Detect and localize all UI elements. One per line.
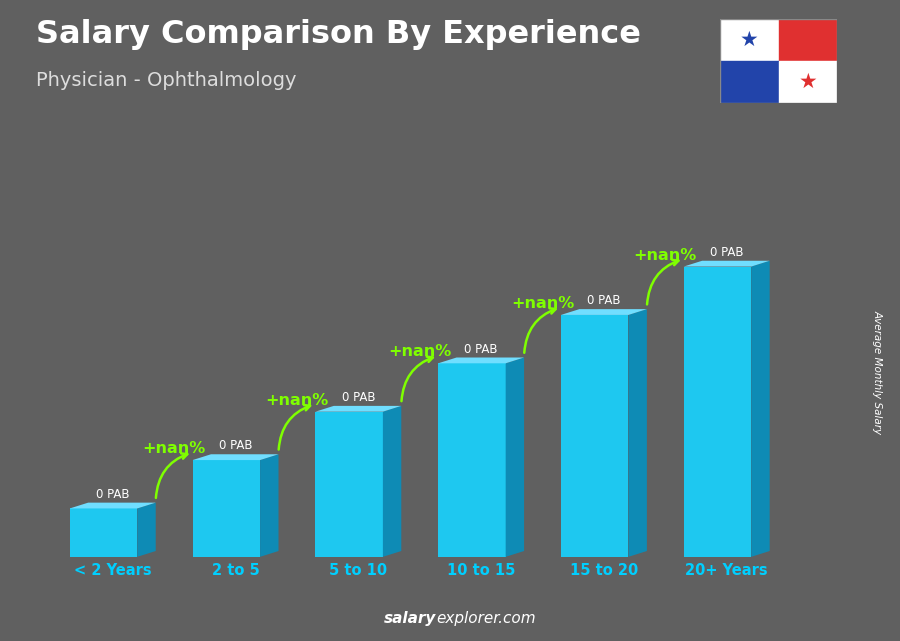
Text: +nan%: +nan% [142,441,206,456]
Text: 0 PAB: 0 PAB [710,246,743,259]
Polygon shape [561,315,628,557]
Polygon shape [561,309,647,315]
Polygon shape [438,363,506,557]
Polygon shape [260,454,278,557]
Text: +nan%: +nan% [266,393,328,408]
Polygon shape [382,406,401,557]
Polygon shape [138,503,156,557]
Text: 0 PAB: 0 PAB [96,488,130,501]
Polygon shape [684,267,752,557]
Text: Salary Comparison By Experience: Salary Comparison By Experience [36,19,641,50]
Text: explorer.com: explorer.com [436,611,536,626]
Polygon shape [506,358,524,557]
Text: ★: ★ [740,30,759,50]
Text: 10 to 15: 10 to 15 [447,563,516,578]
Polygon shape [193,460,260,557]
Text: +nan%: +nan% [388,344,451,360]
Polygon shape [684,261,770,267]
Text: 15 to 20: 15 to 20 [570,563,638,578]
Polygon shape [720,61,778,103]
Text: Average Monthly Salary: Average Monthly Salary [872,310,883,434]
Polygon shape [628,309,647,557]
Text: ★: ★ [798,72,817,92]
Text: 0 PAB: 0 PAB [219,439,252,453]
Text: 0 PAB: 0 PAB [464,342,498,356]
Text: < 2 Years: < 2 Years [74,563,151,578]
Text: 5 to 10: 5 to 10 [329,563,387,578]
Polygon shape [438,358,524,363]
Polygon shape [315,406,401,412]
Polygon shape [778,61,837,103]
Polygon shape [315,412,382,557]
Polygon shape [193,454,278,460]
Polygon shape [720,19,778,61]
Text: 0 PAB: 0 PAB [342,391,375,404]
Text: salary: salary [384,611,436,626]
Text: 0 PAB: 0 PAB [587,294,621,307]
Polygon shape [778,19,837,61]
Text: 2 to 5: 2 to 5 [212,563,259,578]
Polygon shape [752,261,770,557]
Text: +nan%: +nan% [634,247,697,263]
Polygon shape [70,508,138,557]
Text: +nan%: +nan% [511,296,574,311]
Text: Physician - Ophthalmology: Physician - Ophthalmology [36,71,296,90]
Text: 20+ Years: 20+ Years [686,563,768,578]
Polygon shape [70,503,156,508]
